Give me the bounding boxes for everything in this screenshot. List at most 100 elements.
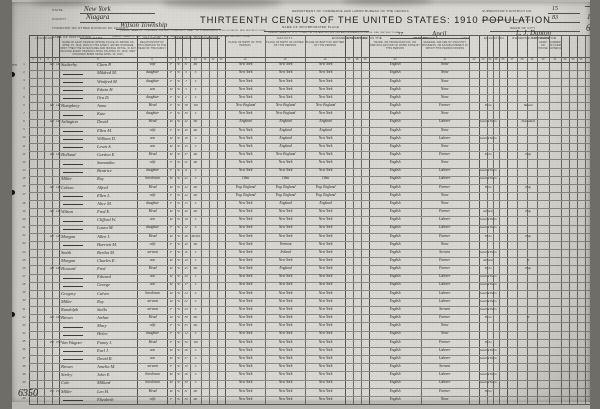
surname: Arlington [61,119,78,125]
column-header-label: General nature of industry, business, or… [422,41,468,51]
row-rule [29,379,590,381]
father-birthplace: New York [278,315,293,320]
age: 9 [185,70,187,75]
given-name: Ellen L. [97,192,111,198]
row-rule [29,191,590,193]
father-birthplace: New York [278,380,293,385]
column-number: 3 [47,57,49,61]
age: 22 [184,176,188,181]
father-birthplace: New York [278,339,293,344]
family-number: 148 [55,266,61,271]
birthplace: Ohio [241,176,250,181]
row-rule [29,273,590,275]
given-name: Allen J. [97,233,111,239]
relation-to-head: son [150,135,155,140]
citizenship-note: Emp [525,266,531,271]
father-birthplace: England [279,119,292,124]
marital-status: M1 [193,184,198,189]
relation-to-head: wife [149,127,156,132]
relation-to-head: Head [148,209,157,214]
line-number: 25 [22,258,26,262]
given-name: David [97,119,108,125]
given-name: Stella [97,306,107,312]
mother-birthplace: New York [318,347,333,352]
sex: M [169,209,173,214]
language-spoken: English [389,364,401,369]
father-birthplace: New York [278,306,293,311]
birthplace: New York [238,315,253,320]
line-number: 10 [22,136,26,140]
industry: Farm [484,388,492,393]
father-birthplace: New York [278,323,293,328]
age: 30 [184,380,188,385]
family-number: 141 [55,62,61,67]
row-rule [29,404,590,405]
column-number: 29 [530,57,534,61]
line-number: 33 [22,323,26,327]
age: 16 [184,249,188,254]
marital-status: M1 [193,152,198,157]
birthplace: New York [238,339,253,344]
column-group-label: OCCUPATION [412,35,436,40]
relation-to-head: Head [148,339,157,344]
scan-left-edge [0,0,12,409]
citizenship-note: Natural [523,103,533,108]
birthplace: New York [238,94,253,99]
birthplace: New York [238,282,253,287]
row-rule [29,118,590,120]
column-header-label: House number or farm [37,38,39,56]
census-table: LOCATION NAME RELATION PERSONAL DESCRIPTION… [23,35,591,405]
sex: F [170,78,172,83]
punch-hole [10,190,15,195]
ditto-dash [63,204,83,206]
occupation: None [440,143,449,148]
line-number: 3 [23,79,25,83]
mother-birthplace: New York [318,396,333,401]
column-number: 18 [355,57,359,61]
mother-birthplace: New York [318,168,333,173]
line-number: 41 [22,389,26,393]
township-label: TOWNSHIP OR OTHER DIVISION OF COUNTY [52,26,129,30]
relation-to-head: daughter [146,78,159,83]
surname: Gregory [61,290,76,296]
enumerated-month: April [432,30,447,38]
marital-status: S [194,274,197,279]
father-birthplace: New York [278,168,293,173]
industry: General Farm [479,306,497,311]
column-header-cell: Sex [167,35,175,57]
age: 2 [185,94,187,99]
marital-status: M2Wd [191,233,200,238]
marital-status: M1 [193,396,198,401]
sex: M [169,119,173,124]
column-header-label: Number of family in order of visitation [52,38,59,56]
age: 40 [184,241,188,246]
age: 42 [184,119,188,124]
line-number: 29 [22,291,26,295]
county-label: COUNTY [52,17,67,21]
row-rule [29,208,590,210]
birthplace: New York [238,258,253,263]
ditto-dash [63,334,83,336]
mother-birthplace: New York [318,306,333,311]
occupation: Farmer [439,266,450,271]
occupation: Farmer [439,184,450,189]
birthplace: New York [238,249,253,254]
language-spoken: English [389,290,401,295]
enumerator-value: L. J. Dunton [516,29,551,37]
race: W [177,364,180,369]
column-group-label: LOCATION [35,35,53,40]
column-rule [487,35,488,404]
mother-birthplace: New York [318,339,333,344]
age: 20 [184,274,188,279]
age: 30 [184,396,188,401]
column-number: 23 [481,57,485,61]
row-rule [29,330,590,332]
language-spoken: English [389,103,401,108]
line-number: 1 [23,62,25,66]
surname: Holland [61,152,76,158]
birthplace: Eng. England [235,192,256,197]
column-header-label: Sex [167,44,169,50]
surname: Humphrey [61,103,80,109]
age: 18 [184,217,188,222]
marital-status: M1 [193,266,198,271]
